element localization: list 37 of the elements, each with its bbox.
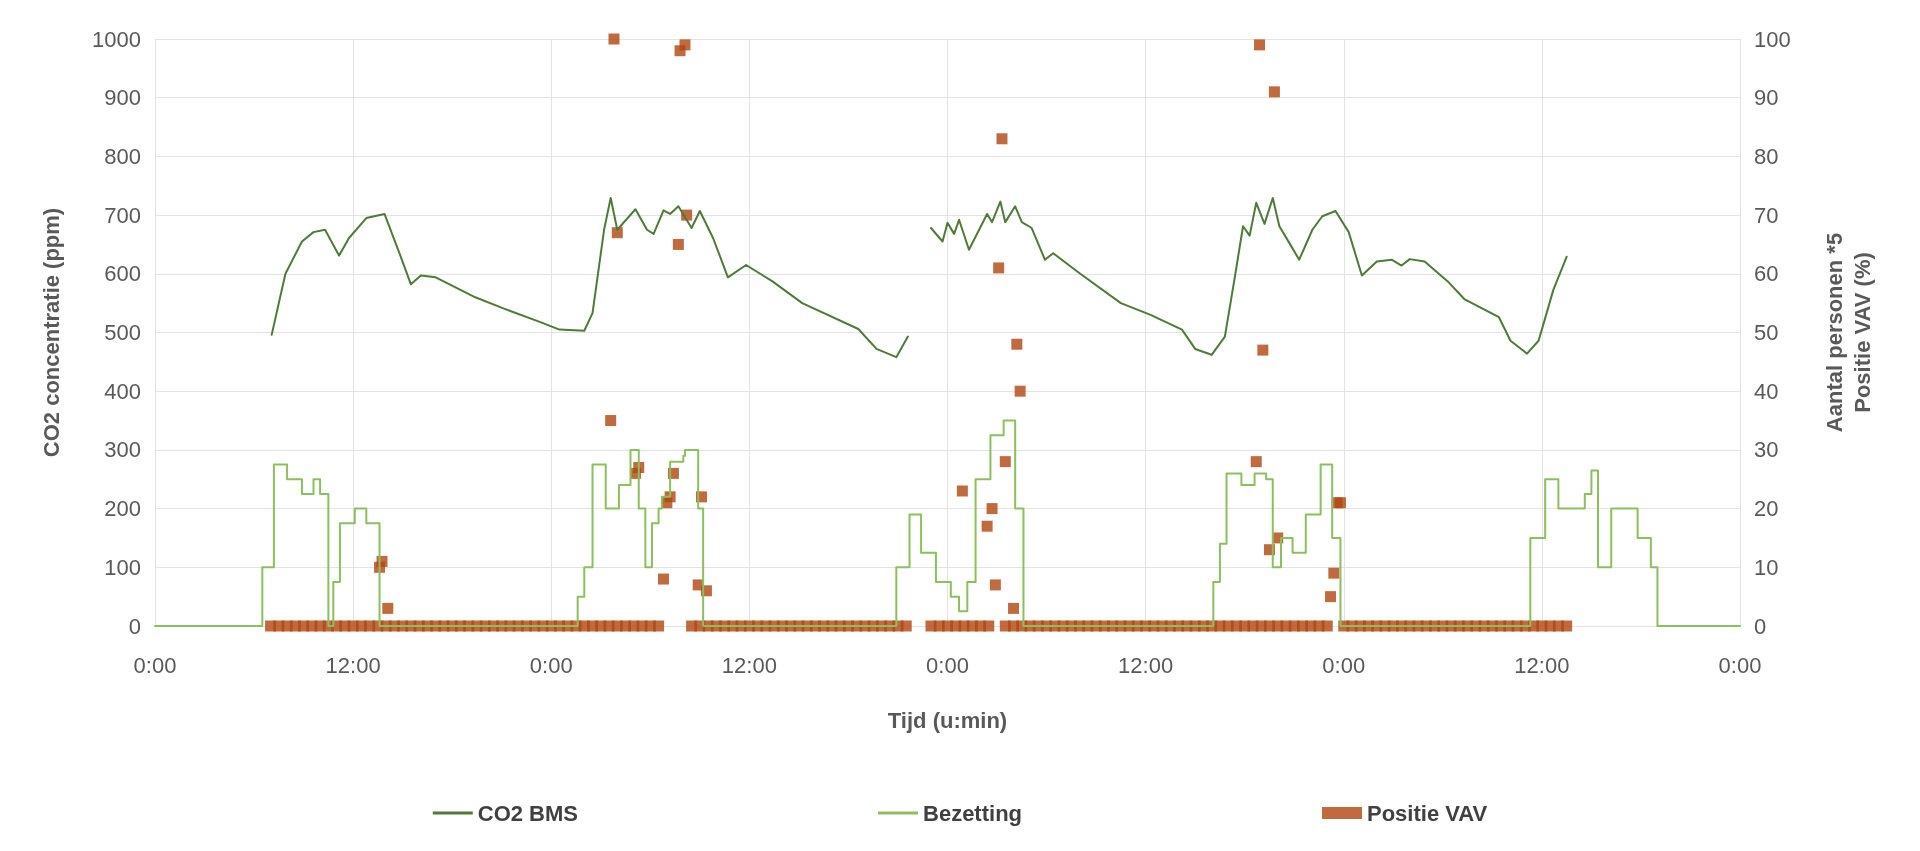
y2-tick-label: 20 [1754, 496, 1779, 522]
y-tick-label: 100 [104, 554, 141, 580]
y2-tick-label: 40 [1754, 378, 1779, 404]
y2-tick-label: 50 [1754, 320, 1779, 345]
y-tick-label: 0 [128, 613, 141, 639]
y-tick-label: 300 [104, 437, 141, 463]
y-tick-label: 800 [104, 143, 141, 169]
y2-tick-label: 60 [1754, 261, 1779, 287]
x-tick-label: 12:00 [325, 652, 381, 678]
x-tick-label: 0:00 [529, 652, 573, 678]
y-axis-title: CO2 concentratie (ppm) [38, 207, 64, 458]
x-tick-label: 12:00 [1118, 652, 1174, 678]
x-tick-label: 12:00 [721, 652, 777, 678]
y2-tick-label: 30 [1754, 437, 1779, 463]
y2-tick-label: 0 [1754, 613, 1767, 639]
x-tick-label: 0:00 [1322, 652, 1366, 678]
y2-tick-label: 70 [1754, 202, 1779, 228]
y2-tick-label: 100 [1754, 26, 1791, 52]
legend-label: Bezetting [923, 800, 1023, 826]
y-tick-label: 1000 [92, 26, 141, 52]
x-tick-label: 12:00 [1514, 652, 1570, 678]
x-tick-label: 0:00 [1718, 652, 1762, 678]
y-tick-label: 600 [104, 261, 141, 287]
legend-label: Positie VAV [1367, 800, 1488, 826]
y2-tick-label: 80 [1754, 143, 1779, 169]
y-tick-label: 400 [104, 378, 141, 404]
y-tick-label: 200 [104, 496, 141, 522]
y-tick-label: 900 [104, 85, 141, 111]
y-tick-label: 700 [104, 202, 141, 228]
y-tick-label: 500 [104, 320, 141, 345]
y2-tick-label: 10 [1754, 554, 1779, 580]
x-tick-label: 0:00 [133, 652, 177, 678]
x-axis-title: Tijd (u:min) [887, 707, 1008, 733]
legend-label: CO2 BMS [477, 800, 579, 826]
y2-axis-title: Aantal personen *5 Positie VAV (%) [1821, 232, 1875, 433]
x-tick-label: 0:00 [926, 652, 969, 678]
y2-tick-label: 90 [1754, 85, 1779, 111]
